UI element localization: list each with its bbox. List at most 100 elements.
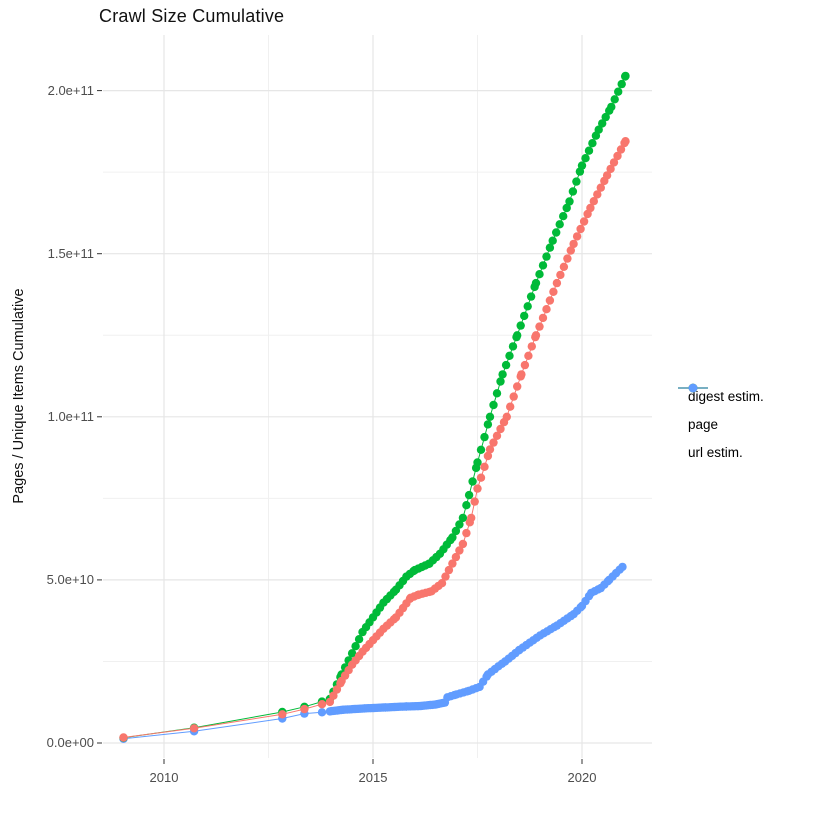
data-point	[593, 190, 602, 199]
data-point	[559, 212, 568, 221]
data-point	[448, 559, 457, 568]
data-point	[458, 513, 468, 523]
data-point	[441, 572, 450, 581]
data-point	[325, 697, 335, 707]
data-point	[610, 95, 619, 104]
data-point	[606, 164, 615, 174]
data-point	[542, 252, 551, 261]
data-point	[498, 370, 507, 379]
data-point	[535, 270, 544, 279]
data-point	[555, 220, 564, 229]
data-point	[576, 224, 585, 234]
data-point	[489, 400, 498, 410]
data-point	[476, 445, 486, 454]
data-point	[607, 102, 616, 112]
x-tick-label: 2010	[149, 770, 179, 785]
legend-label: digest estim.	[688, 388, 764, 404]
data-point	[468, 477, 477, 486]
data-point	[552, 278, 562, 288]
data-point	[119, 733, 128, 742]
data-point	[609, 158, 619, 167]
data-point	[552, 228, 561, 237]
data-point	[509, 392, 518, 401]
data-point	[347, 649, 357, 658]
series-layer	[119, 71, 630, 743]
data-point	[549, 287, 558, 296]
data-point	[455, 546, 464, 555]
axis-tick-marks	[97, 90, 583, 764]
series-url-estim	[119, 562, 627, 743]
data-point	[594, 125, 603, 134]
data-point	[584, 146, 594, 155]
data-point	[483, 420, 493, 429]
data-point	[492, 431, 502, 440]
data-point	[332, 685, 342, 694]
data-point	[579, 217, 589, 226]
data-point	[492, 389, 502, 398]
data-point	[562, 203, 571, 213]
data-point	[527, 342, 536, 351]
data-point	[588, 139, 597, 148]
y-tick-label: 2.0e+11	[47, 82, 94, 98]
data-point	[502, 412, 511, 421]
data-point	[354, 635, 364, 644]
data-point	[621, 71, 630, 81]
data-point	[462, 528, 471, 538]
legend-item: page	[678, 383, 764, 438]
data-point	[458, 539, 468, 549]
legend-key-icon	[678, 383, 708, 393]
data-point	[538, 313, 548, 323]
data-point	[559, 262, 569, 271]
y-tick-label: 1.0e+11	[47, 408, 94, 424]
data-point	[480, 432, 489, 442]
data-point	[572, 232, 582, 241]
data-point	[538, 261, 548, 270]
data-point	[496, 377, 505, 386]
data-point	[601, 112, 610, 122]
data-point	[278, 710, 287, 719]
data-point	[565, 197, 574, 206]
data-point	[589, 197, 598, 206]
legend: digest estim. page url estim.	[678, 382, 764, 466]
data-point	[531, 278, 541, 288]
data-point	[617, 79, 626, 89]
data-point	[566, 246, 575, 255]
x-tick-label: 2020	[567, 770, 597, 785]
data-point	[496, 424, 505, 434]
data-point	[523, 302, 532, 311]
gridlines	[103, 35, 652, 758]
data-point	[542, 305, 551, 314]
data-point	[616, 145, 626, 154]
data-point	[613, 151, 622, 161]
data-point	[563, 254, 572, 263]
data-point	[520, 360, 530, 370]
data-point	[508, 342, 518, 351]
data-point	[598, 119, 607, 128]
data-point	[317, 700, 327, 709]
x-tick-label: 2015	[358, 770, 388, 785]
legend-item: url estim.	[678, 383, 764, 466]
data-point	[476, 473, 486, 482]
data-point	[524, 351, 533, 360]
series-digest-estim	[119, 137, 630, 742]
data-point	[526, 292, 536, 301]
data-point	[581, 154, 590, 163]
data-point	[516, 321, 525, 330]
data-point	[506, 402, 515, 411]
legend-label: url estim.	[688, 444, 743, 460]
data-point	[569, 239, 578, 249]
data-point	[448, 533, 457, 542]
y-tick-label: 1.5e+11	[47, 245, 94, 261]
data-point	[437, 579, 447, 588]
data-point	[586, 203, 595, 213]
data-point	[602, 171, 612, 180]
data-point	[614, 87, 623, 96]
data-point	[618, 562, 627, 572]
data-point	[505, 351, 514, 360]
data-point	[485, 412, 495, 421]
y-tick-label: 5.0e+10	[46, 571, 94, 587]
data-point	[470, 497, 479, 506]
data-point	[464, 490, 474, 500]
